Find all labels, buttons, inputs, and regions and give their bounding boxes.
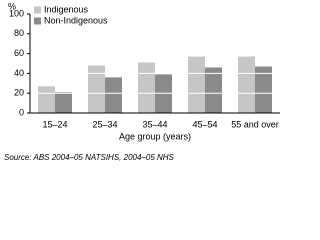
y-tick-label: 60 xyxy=(14,48,24,58)
bar xyxy=(138,62,155,113)
legend-swatch xyxy=(34,17,41,25)
bar xyxy=(238,56,255,113)
x-axis-label: Age group (years) xyxy=(119,131,191,141)
x-tick-label: 55 and over xyxy=(231,119,279,129)
bar xyxy=(38,86,55,113)
bar xyxy=(255,66,272,113)
y-tick-label: 20 xyxy=(14,88,24,98)
y-tick-label: 0 xyxy=(19,107,24,117)
legend-label: Indigenous xyxy=(44,4,89,14)
bar xyxy=(188,56,205,113)
bar xyxy=(55,92,72,113)
chart: % Age group (years) Source: ABS 2004–05 … xyxy=(4,1,280,162)
x-tick-label: 25–34 xyxy=(92,119,117,129)
bar xyxy=(88,65,105,113)
bar xyxy=(105,77,122,113)
bar xyxy=(205,67,222,113)
y-tick-label: 100 xyxy=(9,8,24,18)
x-tick-label: 35–44 xyxy=(142,119,167,129)
x-tick-label: 15–24 xyxy=(42,119,67,129)
y-tick-label: 80 xyxy=(14,28,24,38)
legend-swatch xyxy=(34,6,41,14)
x-tick-label: 45–54 xyxy=(192,119,217,129)
y-axis-label: % xyxy=(8,1,16,11)
source-note: Source: ABS 2004–05 NATSIHS, 2004–05 NHS xyxy=(4,153,175,162)
legend-label: Non-Indigenous xyxy=(44,15,108,25)
y-tick-label: 40 xyxy=(14,68,24,78)
